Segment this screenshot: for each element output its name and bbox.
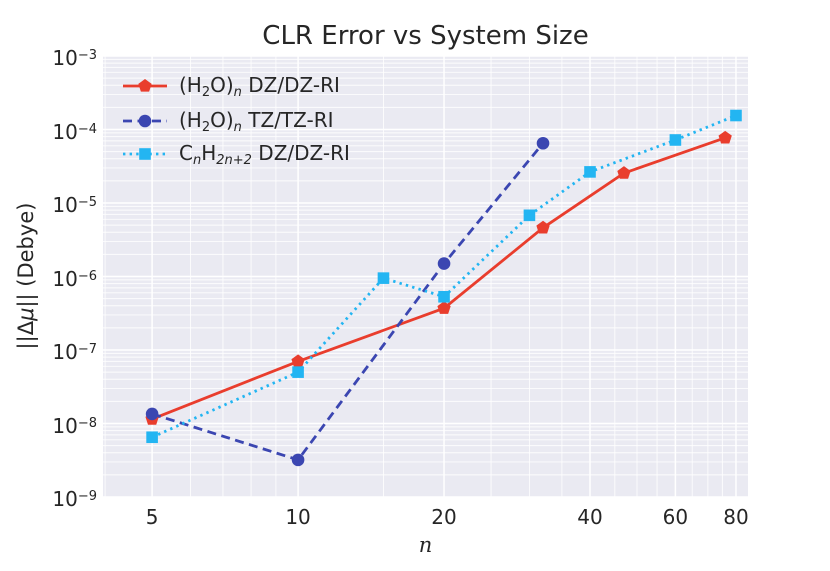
data-point-1-0 — [145, 407, 159, 421]
data-point-2-0 — [146, 431, 158, 444]
data-point-0-1 — [291, 354, 305, 368]
y-tick-label: 10−4 — [52, 119, 97, 144]
legend-label: CnH2n+2 DZ/DZ-RI — [179, 140, 350, 168]
data-point-0-5 — [718, 130, 732, 144]
data-point-1-1 — [291, 453, 305, 467]
x-tick-label: 10 — [285, 505, 311, 529]
data-point-1-2 — [437, 257, 451, 270]
x-tick-label: 80 — [723, 505, 749, 529]
series-line-0 — [151, 136, 726, 421]
legend-item-0: (H2O)n DZ/DZ-RI — [122, 72, 340, 100]
legend-marker-circle — [138, 114, 152, 128]
legend-sample-solid — [123, 79, 167, 92]
legend-marker-square — [139, 148, 151, 160]
data-point-2-2 — [377, 272, 390, 284]
x-tick-label: 20 — [431, 505, 457, 529]
y-tick-label: 10−6 — [52, 266, 97, 291]
y-tick-label: 10−8 — [52, 413, 97, 438]
data-point-2-1 — [292, 366, 304, 378]
y-tick-label: 10−9 — [52, 487, 97, 511]
legend-sample-dashed — [123, 114, 167, 128]
x-tick-label: 5 — [145, 505, 159, 529]
legend-item-2: CnH2n+2 DZ/DZ-RI — [122, 140, 350, 168]
series-line-1 — [151, 142, 545, 462]
legend-sample-dotted — [123, 148, 167, 160]
x-axis-label: n — [418, 533, 433, 557]
legend-label: (H2O)n DZ/DZ-RI — [179, 72, 340, 100]
data-point-0-4 — [617, 166, 631, 179]
y-tick-label: 10−3 — [52, 46, 97, 70]
data-point-2-7 — [730, 109, 742, 122]
x-tick-label: 40 — [577, 505, 603, 529]
legend-marker-pentagon — [138, 79, 152, 92]
y-tick-label: 10−5 — [52, 193, 97, 217]
data-point-2-5 — [584, 166, 596, 178]
chart-title: CLR Error vs System Size — [262, 21, 589, 51]
legend-label: (H2O)n TZ/TZ-RI — [179, 107, 334, 135]
legend-item-1: (H2O)n TZ/TZ-RI — [122, 107, 334, 135]
x-tick-label: 60 — [662, 505, 689, 529]
data-point-2-4 — [523, 209, 536, 222]
data-point-0-3 — [536, 220, 550, 234]
data-point-1-3 — [536, 136, 550, 150]
data-point-2-3 — [438, 290, 450, 303]
data-point-0-2 — [437, 301, 451, 314]
series-line-2 — [151, 114, 737, 439]
data-point-2-6 — [669, 134, 682, 146]
y-tick-label: 10−7 — [52, 340, 97, 364]
